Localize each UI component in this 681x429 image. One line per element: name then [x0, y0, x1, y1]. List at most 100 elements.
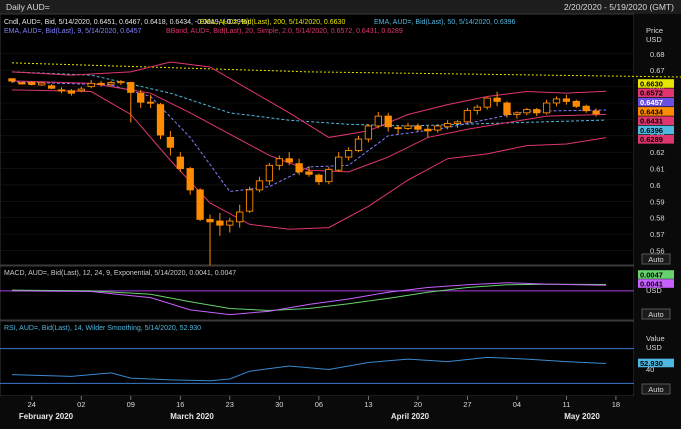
svg-text:0.6457: 0.6457: [640, 98, 663, 107]
price-tick-label: 0.67: [650, 66, 665, 75]
candlesticks: [8, 78, 600, 266]
candle-body: [265, 164, 274, 182]
x-tick-label: 16: [176, 400, 184, 409]
rsi-tags: 52.930: [638, 358, 674, 368]
price-tick-label: 0.62: [650, 148, 665, 157]
rsi-axis-unit: USD: [646, 343, 662, 352]
candle-body: [354, 138, 363, 151]
macd-legend: MACD, AUD=, Bid(Last), 12, 24, 9, Expone…: [4, 270, 236, 277]
x-tick-label: 13: [364, 400, 372, 409]
price-panel: [0, 13, 635, 266]
rsi-tag: 52.930: [638, 358, 674, 368]
candle-body: [344, 150, 353, 158]
x-tick-label: 18: [612, 400, 620, 409]
candle-body: [572, 100, 580, 107]
candle-body: [28, 82, 36, 85]
candle-body: [47, 85, 56, 89]
price-grid: [0, 53, 634, 251]
svg-text:Auto: Auto: [648, 385, 663, 394]
price-tag: 0.6572: [638, 88, 674, 98]
candle-body: [305, 171, 313, 175]
legend-candle: Cndl, AUD=, Bid, 5/14/2020, 0.6451, 0.64…: [4, 19, 249, 26]
candle-body: [443, 123, 452, 128]
price-tick-label: 0.59: [650, 197, 665, 206]
candle-body: [315, 174, 323, 183]
price-tick-label: 0.57: [650, 230, 665, 239]
candle-body: [582, 105, 590, 112]
candle-body: [255, 180, 264, 191]
candle-body: [67, 90, 76, 94]
overlay-line: [11, 81, 607, 193]
candle-body: [562, 98, 571, 102]
x-tick-label: 20: [414, 400, 422, 409]
price-legend: Cndl, AUD=, Bid, 5/14/2020, 0.6451, 0.64…: [4, 19, 516, 35]
rsi-panel: [0, 320, 635, 397]
candle-body: [513, 112, 521, 115]
candle-body: [87, 82, 95, 88]
date-range: 2/20/2020 - 5/19/2020 (GMT): [564, 2, 674, 12]
price-tags: 0.66300.65720.64570.64340.64310.63960.62…: [638, 79, 674, 144]
candle-body: [424, 128, 432, 132]
candle-body: [216, 220, 224, 226]
candle-body: [335, 156, 343, 171]
x-axis-months: February 2020 March 2020 April 2020 May 202…: [19, 412, 600, 421]
candle-body: [533, 109, 541, 114]
svg-text:Auto: Auto: [648, 310, 663, 319]
svg-text:0.6396: 0.6396: [640, 126, 663, 135]
macd-auto-button[interactable]: Auto: [641, 308, 671, 320]
candle-body: [325, 168, 333, 183]
price-tag: 0.6457: [638, 97, 674, 107]
price-tick-label: 0.61: [650, 165, 665, 174]
x-month-label: February 2020: [19, 412, 74, 421]
legend-bband: BBand, AUD=, Bid(Last), 20, Simple, 2.0,…: [166, 28, 403, 35]
svg-text:0.6289: 0.6289: [640, 135, 663, 144]
legend-ema9: EMA, AUD=, Bid(Last), 9, 5/14/2020, 0.64…: [4, 28, 142, 35]
macd-tag: 0.0047: [638, 270, 674, 279]
candle-body: [156, 104, 165, 136]
candle-body: [285, 158, 293, 163]
candle-body: [236, 211, 244, 223]
overlay-line: [11, 89, 607, 230]
svg-text:52.930: 52.930: [640, 359, 663, 368]
svg-text:0.6431: 0.6431: [640, 117, 663, 126]
svg-text:0.6572: 0.6572: [640, 89, 663, 98]
candle-body: [374, 115, 382, 127]
svg-text:0.0041: 0.0041: [640, 279, 663, 288]
x-tick-label: 02: [77, 400, 85, 409]
overlay-line: [11, 71, 607, 127]
candle-body: [364, 125, 373, 140]
price-axis-unit: USD: [646, 35, 662, 44]
macd-tag: 0.0041: [638, 279, 674, 288]
rsi-legend: RSI, AUD=, Bid(Last), 14, Wilder Smoothi…: [4, 325, 201, 332]
rsi-auto-button[interactable]: Auto: [641, 383, 671, 395]
price-tick-label: 0.58: [650, 214, 665, 223]
candle-body: [18, 82, 26, 85]
candle-body: [434, 125, 442, 131]
candle-body: [592, 110, 600, 115]
candle-body: [394, 127, 402, 130]
candle-body: [226, 220, 234, 226]
chart-title: Daily AUD=: [6, 2, 50, 12]
price-axis-title: Price: [646, 26, 663, 35]
price-auto-button[interactable]: Auto: [641, 253, 671, 265]
rsi-line: [11, 356, 607, 382]
overlay-line: [11, 61, 607, 138]
rsi-lines: [0, 348, 634, 384]
macd-series-line: [11, 283, 607, 312]
price-tag: 0.6289: [638, 135, 674, 144]
price-tag: 0.6396: [638, 125, 674, 135]
candle-body: [414, 125, 422, 130]
candle-body: [453, 121, 462, 124]
candle-body: [245, 189, 254, 212]
candle-body: [295, 163, 303, 173]
svg-text:Auto: Auto: [648, 255, 663, 264]
candle-body: [57, 89, 66, 92]
candle-body: [404, 125, 412, 129]
candle-body: [523, 109, 531, 114]
svg-text:0.6630: 0.6630: [640, 79, 663, 88]
x-month-label: April 2020: [391, 412, 430, 421]
candle-body: [38, 82, 46, 86]
price-tick-label: 0.56: [650, 247, 665, 256]
candle-body: [542, 102, 551, 114]
